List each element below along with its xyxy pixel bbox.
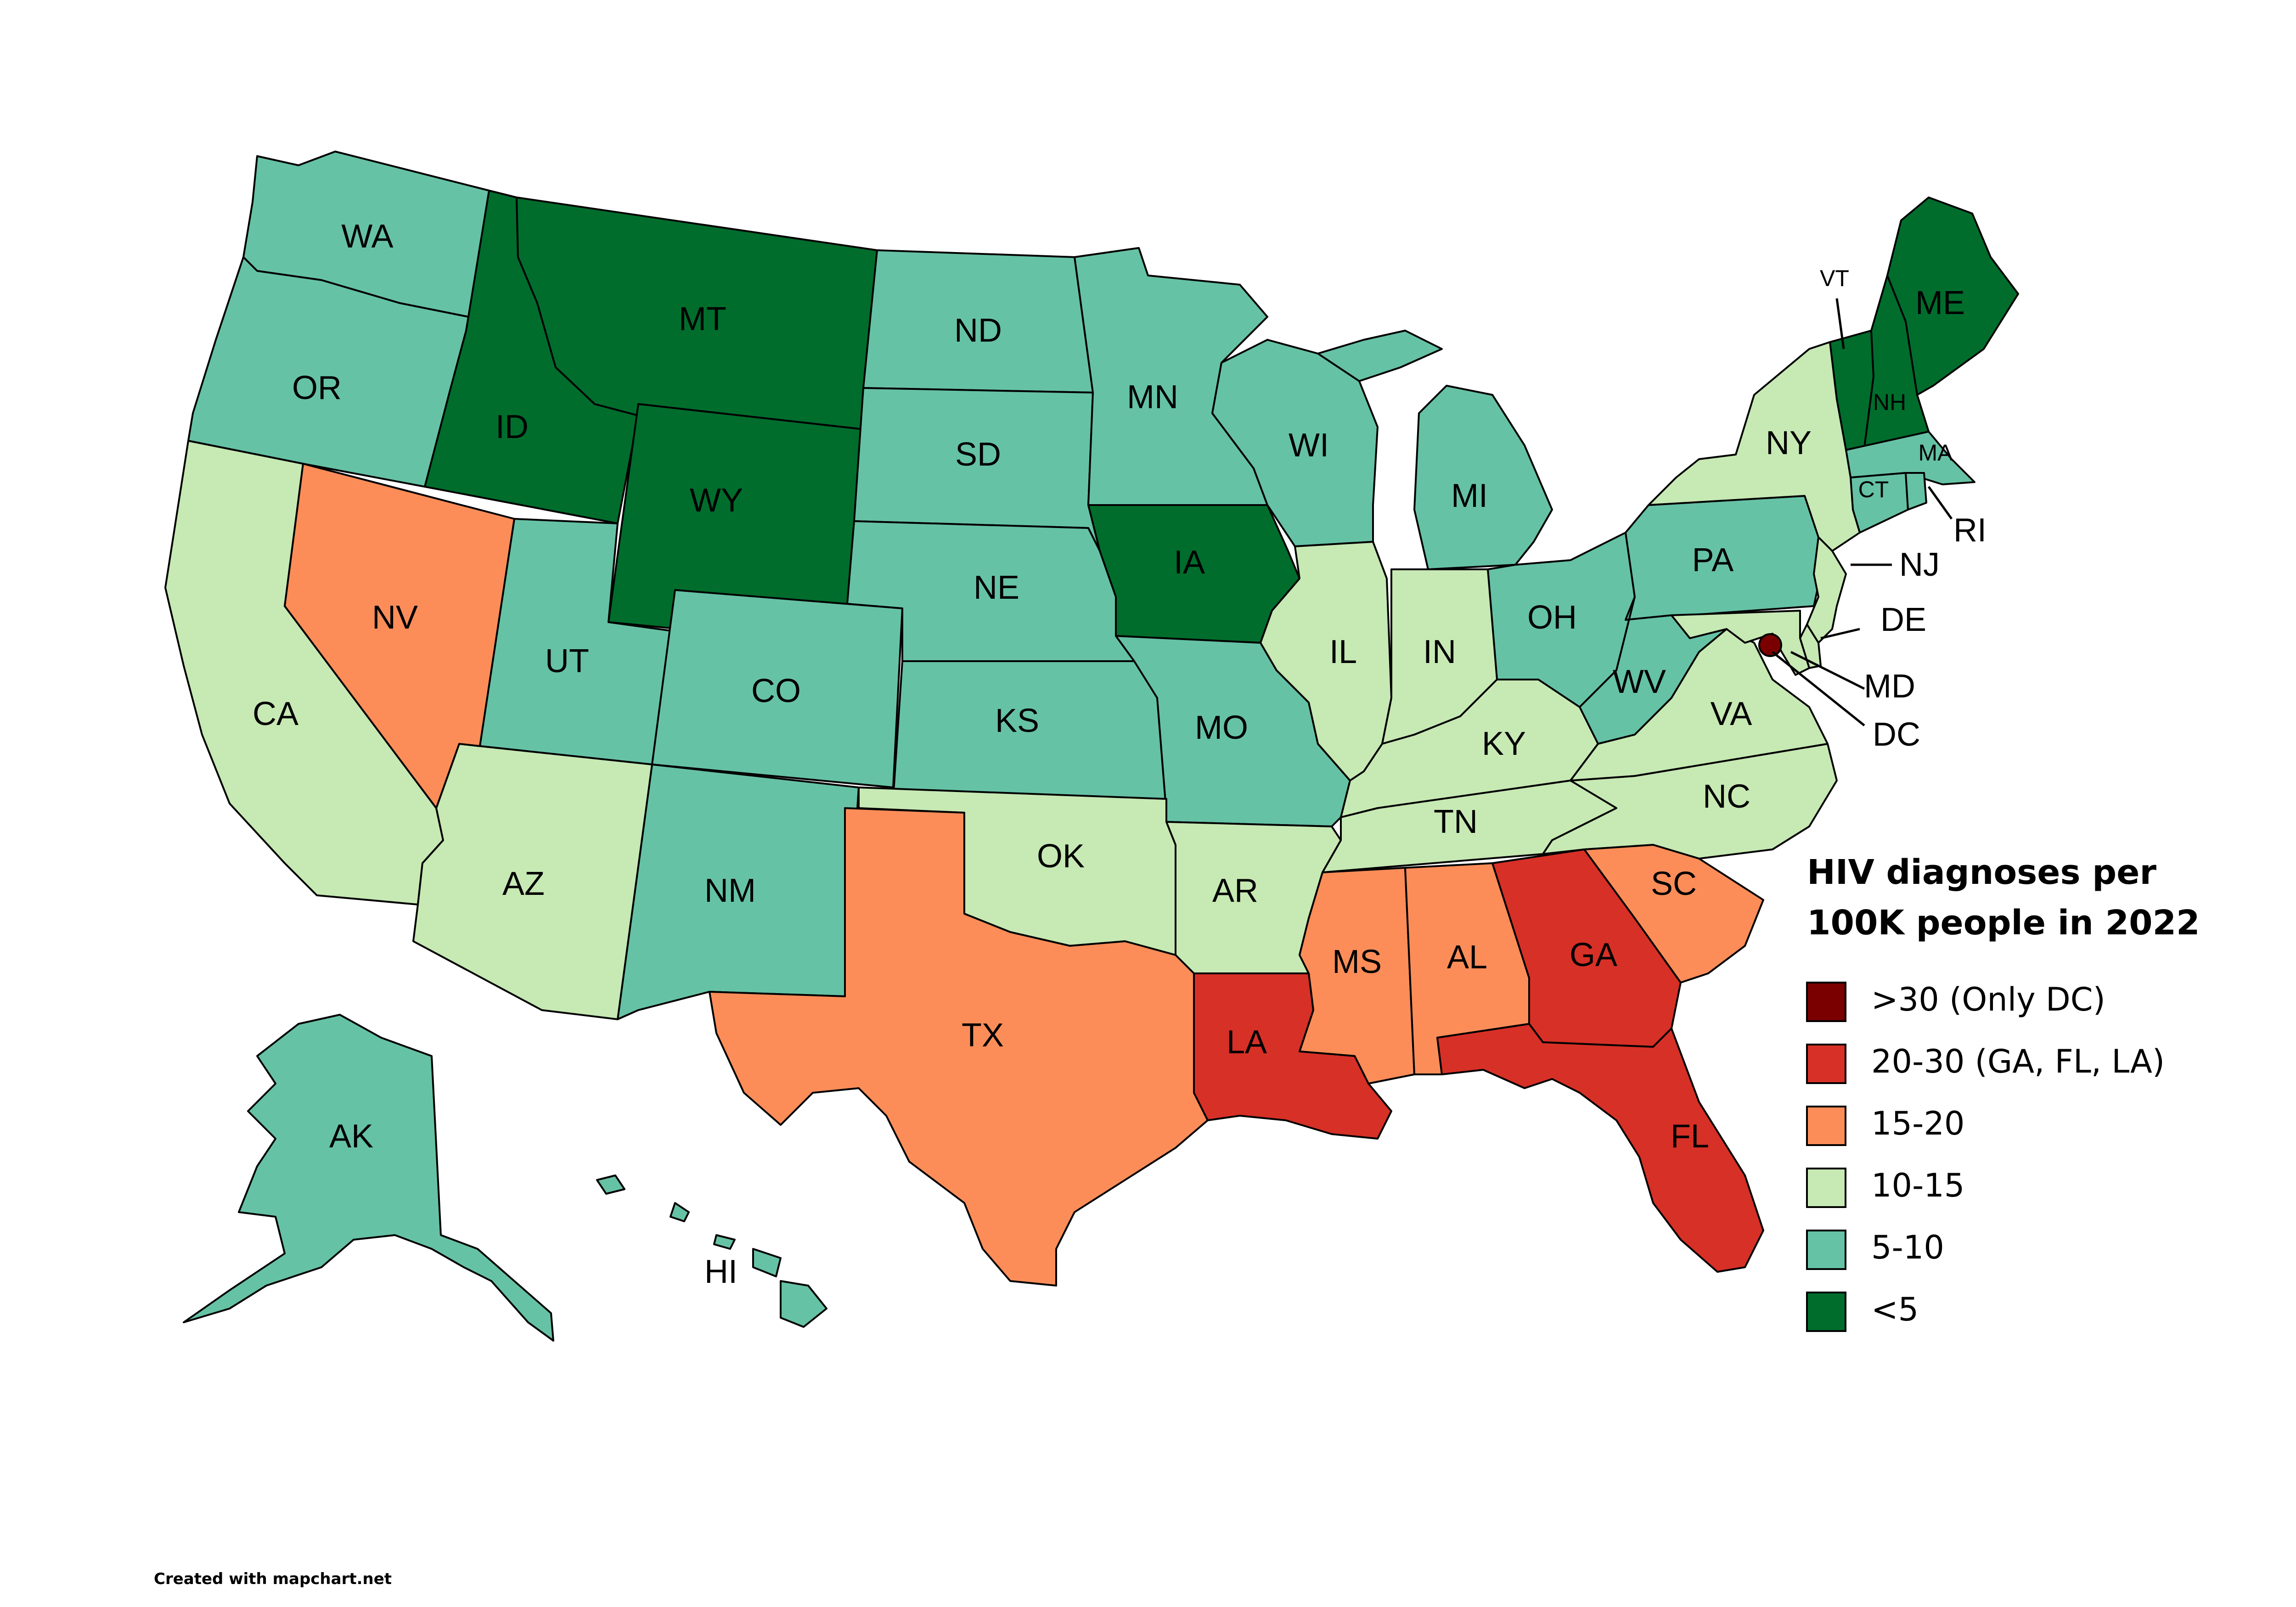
state-or xyxy=(187,256,469,488)
legend-swatch-over-30 xyxy=(1806,982,1846,1022)
label-wa: WA xyxy=(341,218,393,255)
legend-swatch-under-5 xyxy=(1806,1292,1846,1332)
legend-label-10-15: 10-15 xyxy=(1871,1167,1964,1204)
legend-swatch-10-15 xyxy=(1806,1168,1846,1208)
legend-swatch-20-30 xyxy=(1806,1044,1846,1084)
state-me xyxy=(1886,197,2019,396)
state-il xyxy=(1260,541,1392,781)
legend-label-15-20: 15-20 xyxy=(1871,1105,1964,1142)
state-tx xyxy=(709,807,1209,1287)
legend: HIV diagnoses per 100K people in 2022 >3… xyxy=(1806,853,2200,1332)
legend-label-20-30: 20-30 (GA, FL, LA) xyxy=(1871,1043,2165,1080)
state-labels: WA OR CA ID NV MT WY UT AZ CO NM ND SD N… xyxy=(253,218,1986,1290)
label-nc: NC xyxy=(1703,778,1750,815)
label-az: AZ xyxy=(502,865,545,902)
label-me: ME xyxy=(1915,285,1965,321)
state-ak xyxy=(183,1014,554,1342)
label-nh: NH xyxy=(1873,389,1906,415)
state-dc-marker xyxy=(1758,633,1782,657)
label-nj: NJ xyxy=(1899,546,1940,583)
state-nv xyxy=(284,463,515,809)
state-wi xyxy=(1211,339,1379,547)
state-hi xyxy=(596,1174,827,1328)
label-mn: MN xyxy=(1127,379,1178,416)
states-20-to-30 xyxy=(1193,848,1764,1273)
label-ky: KY xyxy=(1482,725,1526,762)
label-ks: KS xyxy=(995,702,1039,739)
legend-label-5-10: 5-10 xyxy=(1871,1229,1944,1266)
state-la xyxy=(1193,972,1392,1140)
label-ut: UT xyxy=(545,643,589,680)
label-ak: AK xyxy=(329,1118,373,1155)
states-under-5 xyxy=(424,190,2019,646)
label-mt: MT xyxy=(679,301,726,337)
label-vt: VT xyxy=(1820,265,1849,291)
label-wv: WV xyxy=(1613,663,1666,700)
label-ia: IA xyxy=(1174,544,1205,581)
state-md xyxy=(1671,610,1810,676)
state-mi xyxy=(1317,330,1553,570)
label-va: VA xyxy=(1711,696,1752,732)
label-pa: PA xyxy=(1692,542,1734,579)
label-dc: DC xyxy=(1873,716,1920,753)
label-ms: MS xyxy=(1332,944,1382,980)
label-tn: TN xyxy=(1434,804,1478,840)
label-de: DE xyxy=(1880,601,1926,638)
label-ma: MA xyxy=(1919,440,1953,466)
label-mi: MI xyxy=(1451,478,1488,514)
label-nm: NM xyxy=(704,872,756,909)
label-ct: CT xyxy=(1858,477,1889,502)
state-nj xyxy=(1806,536,1847,644)
legend-swatch-5-10 xyxy=(1806,1230,1846,1270)
label-md: MD xyxy=(1864,668,1915,705)
label-sc: SC xyxy=(1651,865,1697,902)
label-ar: AR xyxy=(1212,872,1258,909)
label-il: IL xyxy=(1329,634,1357,670)
states-10-to-15 xyxy=(164,341,1861,1020)
label-hi: HI xyxy=(704,1253,737,1290)
leader-lines xyxy=(1772,298,1953,726)
legend-swatch-15-20 xyxy=(1806,1106,1846,1146)
label-al: AL xyxy=(1447,939,1487,976)
label-wy: WY xyxy=(690,482,743,519)
legend-label-under-5: <5 xyxy=(1871,1291,1919,1328)
credit-text: Created with mapchart.net xyxy=(154,1570,392,1588)
label-sd: SD xyxy=(955,436,1001,473)
label-la: LA xyxy=(1227,1024,1267,1061)
states-5-to-10 xyxy=(183,151,1975,1342)
label-ok: OK xyxy=(1037,838,1085,875)
label-mo: MO xyxy=(1195,709,1248,746)
label-tx: TX xyxy=(962,1017,1004,1054)
label-nd: ND xyxy=(954,312,1002,349)
label-oh: OH xyxy=(1527,599,1577,636)
label-in: IN xyxy=(1423,634,1456,670)
legend-title-line1: HIV diagnoses per xyxy=(1807,853,2156,892)
label-fl: FL xyxy=(1671,1118,1709,1155)
label-id: ID xyxy=(495,409,529,445)
state-ri xyxy=(1905,472,1927,511)
label-ny: NY xyxy=(1766,425,1812,461)
state-va xyxy=(1570,628,1829,781)
label-co: CO xyxy=(751,673,801,709)
legend-title-line2: 100K people in 2022 xyxy=(1807,903,2200,943)
legend-label-over-30: >30 (Only DC) xyxy=(1871,981,2105,1018)
label-ne: NE xyxy=(974,569,1019,606)
label-nv: NV xyxy=(372,599,418,636)
state-fl xyxy=(1436,1023,1764,1273)
label-or: OR xyxy=(292,370,342,406)
state-de xyxy=(1799,624,1822,669)
label-ri: RI xyxy=(1953,512,1986,549)
label-wi: WI xyxy=(1289,427,1329,464)
label-ca: CA xyxy=(253,696,298,732)
label-ga: GA xyxy=(1570,937,1617,973)
